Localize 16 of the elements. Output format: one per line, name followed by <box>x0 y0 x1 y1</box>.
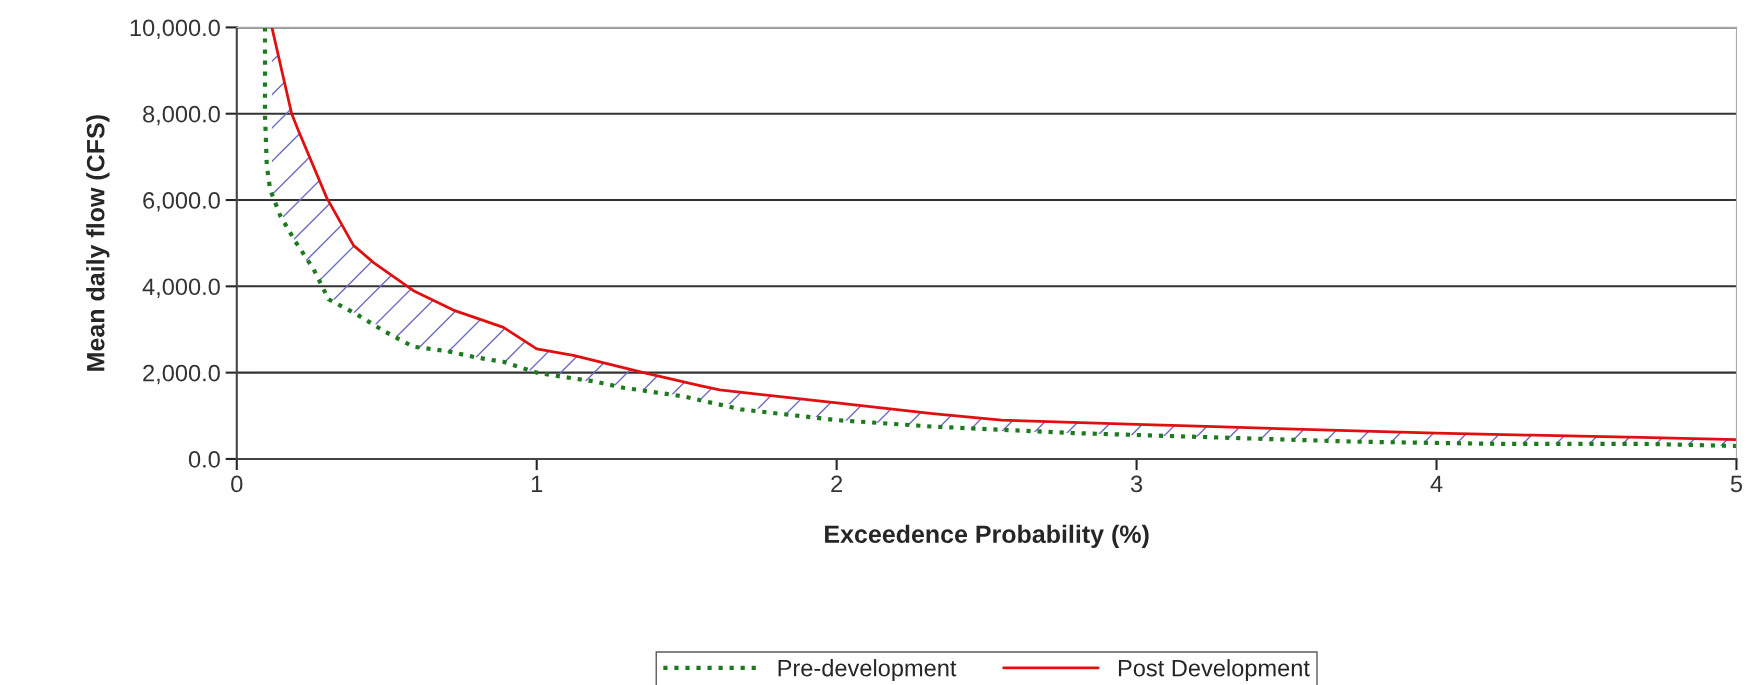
y-tick-label: 10,000.0 <box>130 19 220 39</box>
x-tick-label: 3 <box>1130 475 1143 493</box>
x-tick-label: 4 <box>1430 475 1443 493</box>
x-axis-title: Exceedence Probability (%) <box>825 524 1149 549</box>
x-tick-label: 5 <box>1730 475 1743 493</box>
legend-label: Pre-development <box>778 659 957 682</box>
y-tick-label: 4,000.0 <box>142 278 220 298</box>
y-axis-title: Mean daily flow (CFS) <box>86 115 110 371</box>
x-tick-label: 1 <box>531 475 543 493</box>
legend-label: Post Development <box>1118 659 1310 682</box>
y-tick-label: 8,000.0 <box>143 105 220 126</box>
x-tick-label: 2 <box>831 475 843 493</box>
y-tick-label: 6,000.0 <box>143 192 220 212</box>
y-tick-label: 0.0 <box>188 451 220 468</box>
y-tick-label: 2,000.0 <box>143 364 220 385</box>
x-tick-label: 0 <box>231 475 243 493</box>
